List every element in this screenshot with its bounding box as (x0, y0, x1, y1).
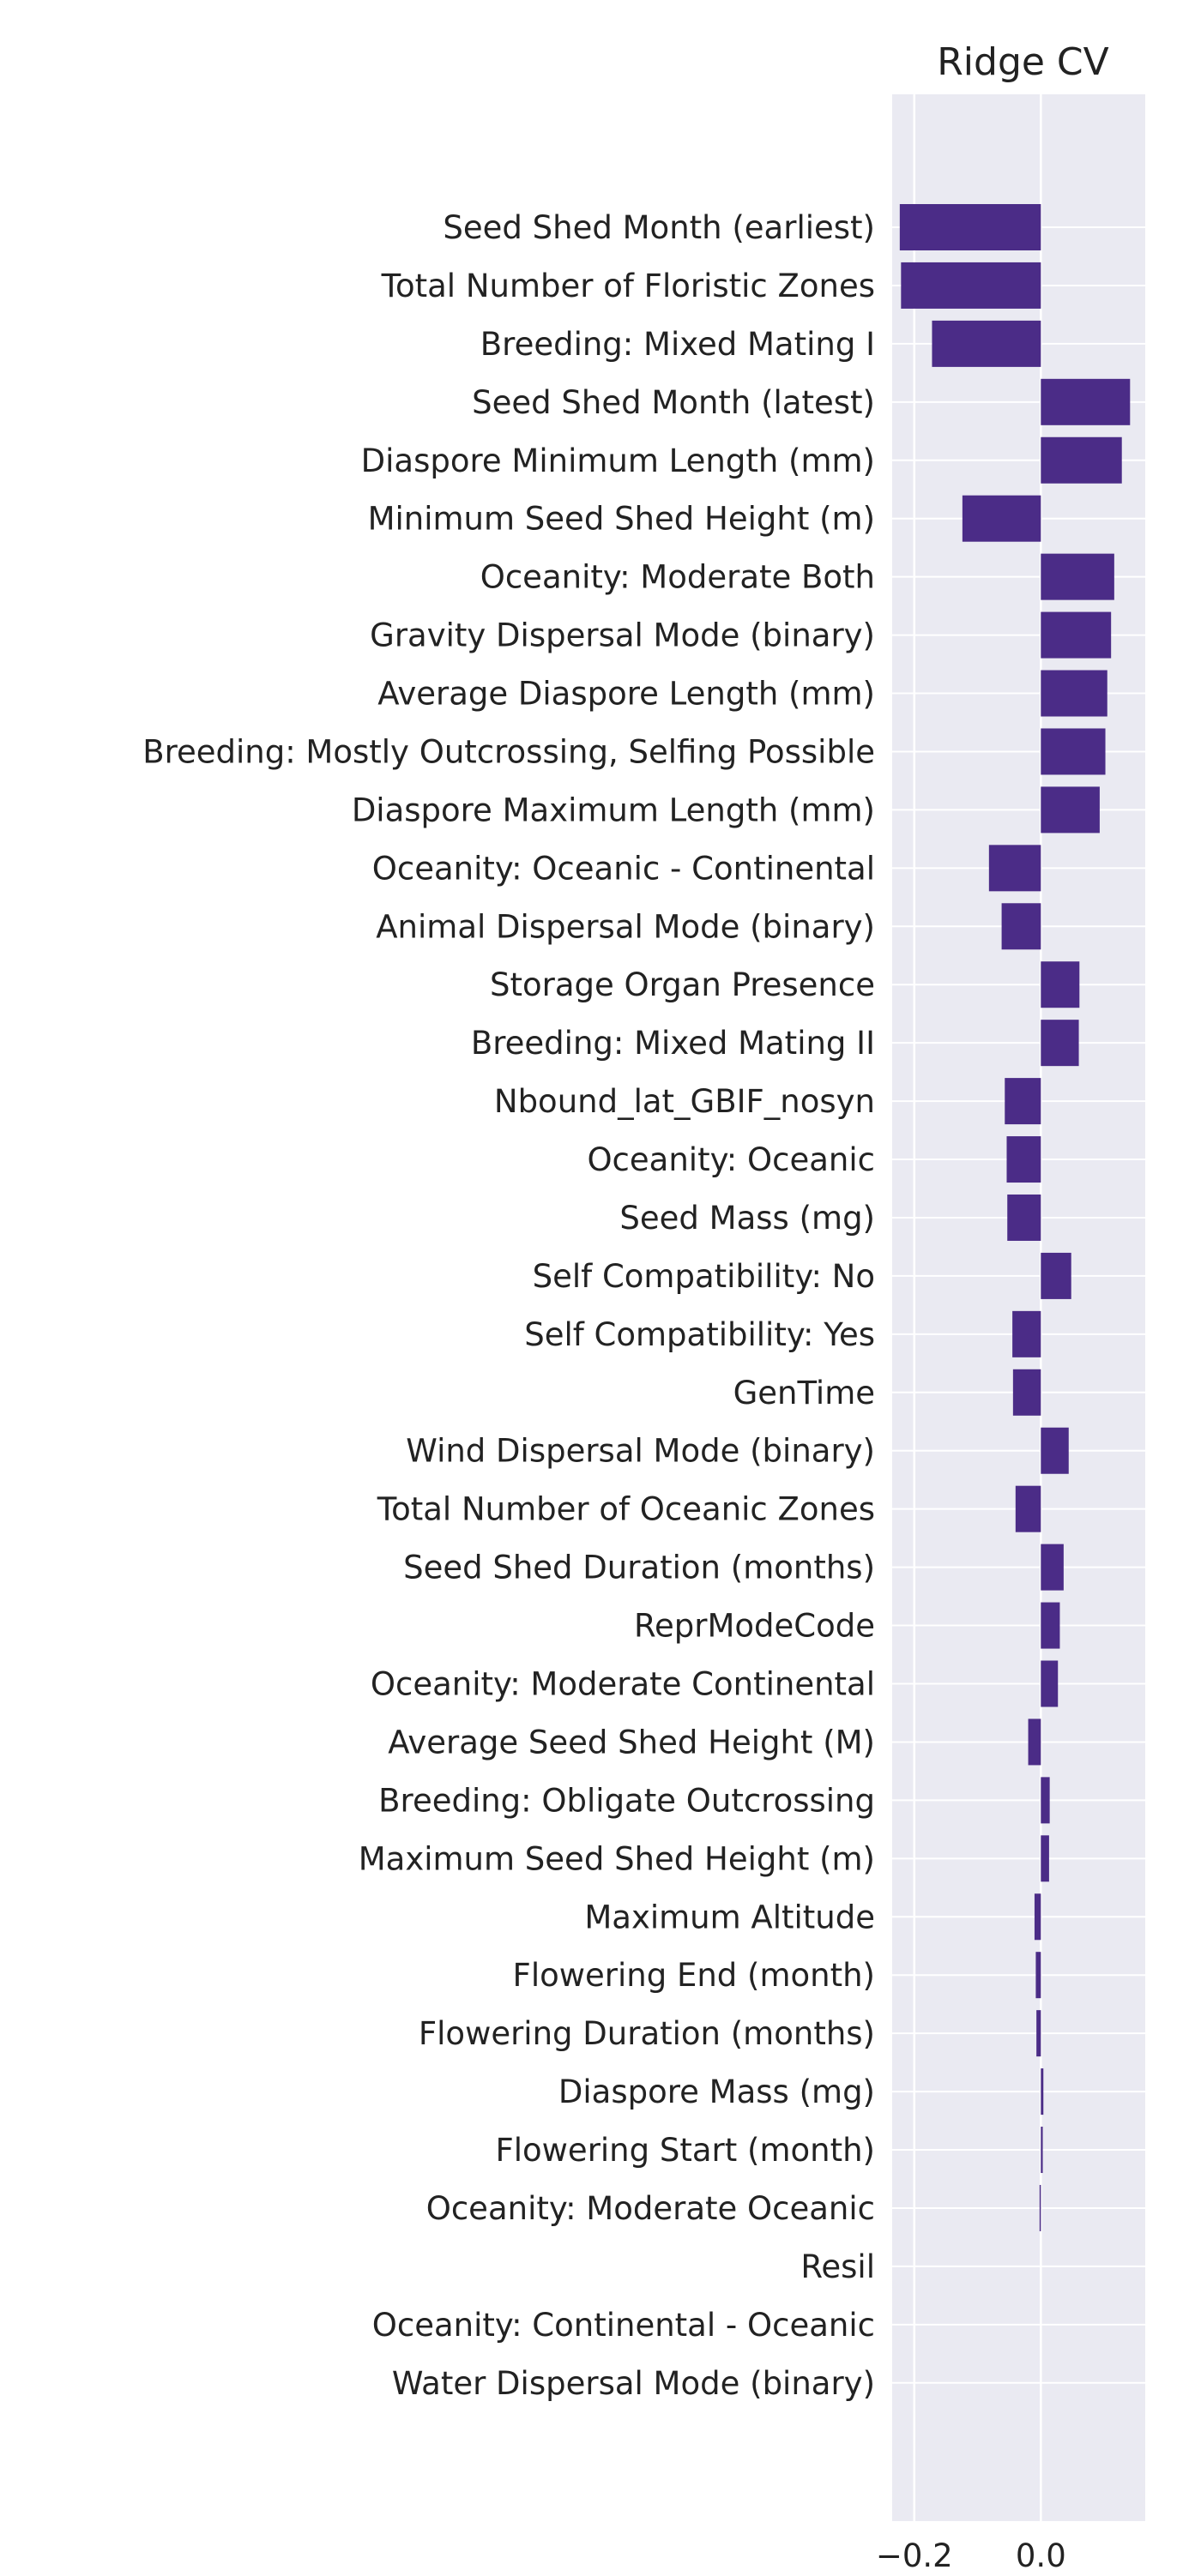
category-label: GenTime (733, 1375, 875, 1411)
bar (1005, 1078, 1041, 1125)
category-label: Total Number of Floristic Zones (381, 268, 875, 304)
bar (1007, 1194, 1041, 1241)
category-label: Oceanity: Oceanic - Continental (372, 850, 875, 887)
bar (932, 320, 1041, 367)
bar (1015, 1485, 1041, 1532)
category-label: Water Dispersal Mode (binary) (392, 2365, 875, 2402)
bar (1041, 1602, 1060, 1649)
category-label: Animal Dispersal Mode (binary) (376, 908, 875, 945)
bar (1041, 611, 1112, 659)
category-label: Oceanity: Moderate Both (480, 559, 875, 596)
category-label: Flowering End (month) (513, 1957, 875, 1994)
bar (1041, 1777, 1050, 1824)
bar (899, 204, 1041, 250)
category-label: Seed Shed Duration (months) (403, 1550, 875, 1586)
category-label: Oceanity: Moderate Continental (371, 1666, 875, 1703)
category-label: Breeding: Mixed Mating I (480, 326, 875, 363)
category-label: Maximum Seed Shed Height (m) (359, 1840, 875, 1877)
category-label: Gravity Dispersal Mode (binary) (370, 617, 875, 654)
category-label: Oceanity: Oceanic (587, 1141, 875, 1178)
category-labels: Seed Shed Month (earliest) Total Number o… (142, 209, 875, 2402)
category-label: Self Compatibility: No (533, 1258, 875, 1295)
category-label: Nbound_lat_GBIF_nosyn (494, 1083, 875, 1120)
category-label: Maximum Altitude (584, 1899, 875, 1935)
bar (1041, 378, 1131, 425)
category-label: Average Diaspore Length (mm) (377, 676, 875, 713)
category-label: Total Number of Oceanic Zones (377, 1491, 875, 1528)
bars (899, 204, 1131, 2231)
category-label: Average Seed Shed Height (M) (388, 1724, 875, 1760)
chart-title: Ridge CV (937, 40, 1109, 84)
bar (1041, 728, 1106, 775)
bar (962, 495, 1041, 542)
x-tick-label: −0.2 (876, 2537, 953, 2573)
x-tick-labels: −0.2 0.0 (876, 2537, 1066, 2574)
category-label: Diaspore Maximum Length (mm) (352, 791, 875, 828)
bar (1028, 1718, 1041, 1766)
bar (1041, 1544, 1064, 1591)
bar (1012, 1369, 1041, 1416)
category-label: Seed Shed Month (latest) (472, 384, 875, 421)
category-label: Oceanity: Moderate Oceanic (426, 2190, 875, 2227)
bar (1041, 786, 1100, 834)
bar (1012, 1310, 1041, 1357)
bar (1001, 903, 1041, 950)
bar (1041, 1020, 1079, 1067)
category-label: Breeding: Obligate Outcrossing (378, 1782, 875, 1819)
category-label: Diaspore Mass (mg) (558, 2073, 875, 2110)
bar (1036, 2010, 1041, 2057)
category-label: Seed Shed Month (earliest) (443, 209, 875, 246)
bar (1041, 670, 1107, 717)
category-label: Self Compatibility: Yes (524, 1316, 875, 1353)
category-label: ReprModeCode (634, 1608, 875, 1645)
category-label: Flowering Start (month) (495, 2132, 875, 2169)
bar (1039, 2184, 1041, 2231)
bar (1041, 1835, 1049, 1882)
bar (1041, 1427, 1069, 1474)
category-label: Breeding: Mixed Mating II (471, 1025, 875, 1062)
x-tick-label: 0.0 (1016, 2537, 1066, 2573)
category-label: Oceanity: Continental - Oceanic (372, 2307, 875, 2344)
bar (1034, 1893, 1041, 1941)
bar (1041, 1252, 1071, 1299)
category-label: Wind Dispersal Mode (binary) (406, 1433, 875, 1470)
bar (1035, 1952, 1041, 1999)
bar (1041, 2127, 1043, 2174)
bar (1041, 2068, 1044, 2116)
category-label: Seed Mass (mg) (619, 1200, 875, 1237)
bar (988, 845, 1041, 892)
bar (1041, 436, 1122, 484)
bar (1041, 961, 1080, 1008)
category-label: Flowering Duration (months) (419, 2015, 875, 2052)
category-label: Storage Organ Presence (490, 966, 875, 1003)
bar (1006, 1136, 1041, 1183)
category-label: Resil (800, 2248, 875, 2285)
bar (1041, 553, 1114, 600)
category-label: Breeding: Mostly Outcrossing, Selfing Po… (142, 733, 875, 770)
bar (901, 262, 1041, 309)
bar (1041, 1660, 1059, 1707)
category-label: Diaspore Minimum Length (mm) (361, 442, 875, 479)
category-label: Minimum Seed Shed Height (m) (368, 501, 875, 538)
